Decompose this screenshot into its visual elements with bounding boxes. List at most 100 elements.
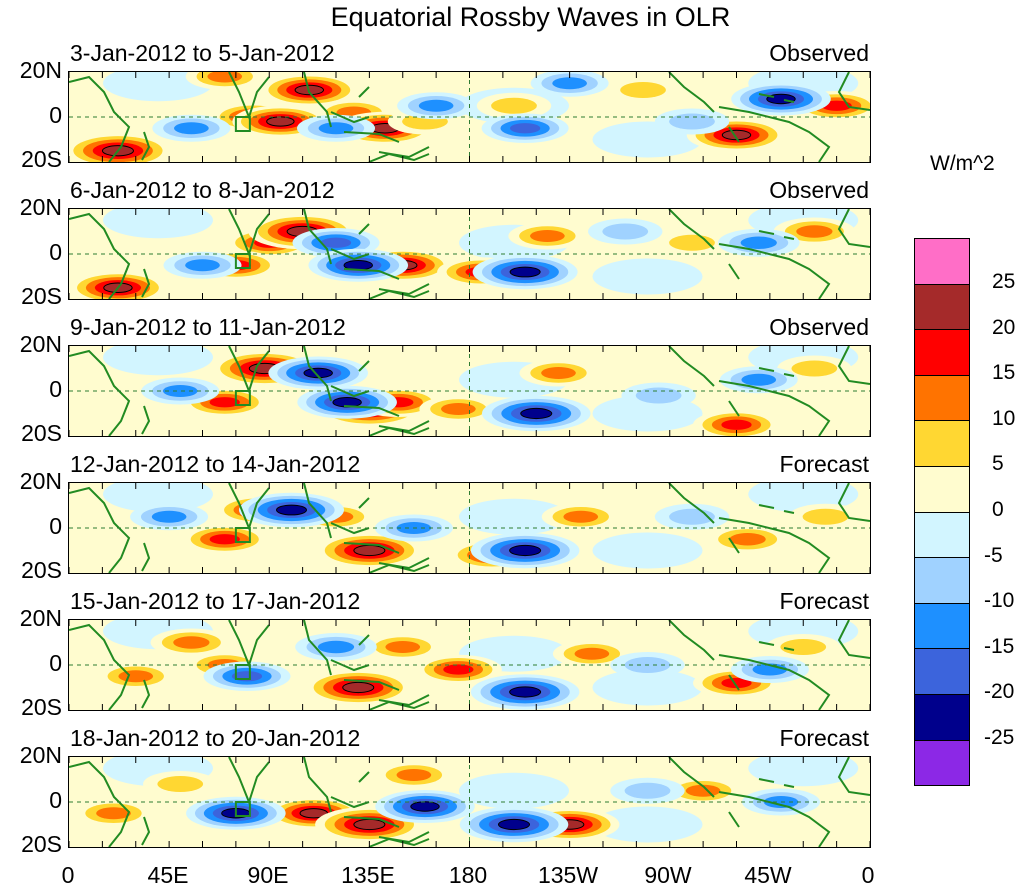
longitude-tick-label: 45W — [744, 862, 792, 888]
anomaly-contour — [497, 818, 531, 831]
legend-tick-label: 10 — [992, 406, 1016, 430]
anomaly-contour — [418, 99, 454, 112]
reference-box — [234, 801, 251, 817]
latitude-tick-label: 20N — [19, 468, 62, 494]
anomaly-blob — [419, 395, 498, 423]
anomaly-contour — [509, 544, 542, 557]
coastline — [758, 230, 795, 240]
map-panel: 18-Jan-2012 to 20-Jan-2012 Forecast — [68, 725, 871, 848]
anomaly-contour — [266, 116, 295, 127]
background-anomaly — [459, 772, 569, 809]
olr-map — [68, 482, 871, 574]
reference-box — [234, 390, 251, 406]
coastline — [69, 349, 151, 436]
anomaly-blob — [605, 77, 681, 103]
map-panel: 6-Jan-2012 to 8-Jan-2012 Observed — [68, 177, 871, 300]
anomaly-blob — [519, 359, 598, 387]
anomaly-blob — [130, 503, 209, 531]
anomaly-contour — [635, 387, 682, 404]
chart-title: Equatorial Rossby Waves in OLR — [330, 2, 731, 32]
legend-tick-label: 5 — [992, 452, 1004, 476]
anomaly-contour — [721, 419, 752, 430]
legend-tick-label: -20 — [984, 680, 1015, 704]
coastline — [303, 483, 430, 570]
legend-color-box — [914, 420, 970, 467]
anomaly-contour — [741, 373, 777, 386]
legend-color-box — [914, 739, 970, 787]
legend-units: W/m^2 — [930, 152, 995, 175]
anomaly-contour — [174, 122, 209, 135]
anomaly-contour — [353, 544, 386, 557]
map-panel: 15-Jan-2012 to 17-Jan-2012 Forecast — [68, 588, 871, 711]
latitude-tick-label: 20N — [19, 194, 62, 220]
latitude-tick-label: 20S — [21, 831, 62, 857]
longitude-tick-label: 0 — [861, 862, 875, 888]
coastline — [368, 289, 430, 299]
anomaly-blob — [308, 248, 409, 282]
anomaly-contour — [353, 818, 386, 831]
latitude-tick-label: 20S — [21, 694, 62, 720]
coastline — [758, 93, 795, 103]
anomaly-blob — [185, 72, 264, 90]
anomaly-contour — [509, 266, 541, 278]
latitude-tick-label: 20S — [21, 557, 62, 583]
longitude-tick-label: 135W — [537, 862, 599, 888]
olr-heatmap-svg — [69, 346, 870, 436]
anomaly-blob — [315, 532, 424, 569]
coastline — [668, 72, 831, 162]
anomaly-contour — [620, 82, 666, 98]
anomaly-blob — [74, 799, 153, 827]
background-anomaly — [103, 346, 213, 376]
anomaly-blob — [268, 356, 368, 390]
anomaly-blob — [459, 806, 569, 843]
legend-tick-label: -5 — [984, 543, 1003, 567]
coastline — [758, 778, 795, 788]
anomaly-contour — [552, 77, 587, 90]
latitude-tick-label: 20S — [21, 420, 62, 446]
anomaly-blob — [481, 113, 569, 143]
coastline — [668, 757, 831, 847]
anomaly-blob — [181, 524, 269, 554]
coastline — [303, 72, 430, 159]
latitude-tick-label: 0 — [49, 650, 62, 676]
latitude-tick-label: 20N — [19, 57, 62, 83]
anomaly-contour — [624, 782, 671, 799]
anomaly-blob — [621, 382, 696, 409]
anomaly-blob — [588, 218, 663, 245]
coastline — [837, 72, 870, 111]
background-anomaly — [459, 498, 569, 535]
panel-date-range: 6-Jan-2012 to 8-Jan-2012 — [70, 177, 335, 203]
legend-tick-label: 0 — [992, 498, 1004, 521]
anomaly-contour — [209, 397, 240, 408]
legend-color-box — [914, 238, 970, 285]
olr-map — [68, 71, 871, 163]
longitude-tick-label: 180 — [448, 862, 488, 888]
anomaly-contour — [96, 807, 131, 820]
anomaly-blob — [717, 228, 800, 257]
anomaly-contour — [443, 664, 474, 675]
anomaly-blob — [470, 532, 580, 569]
anomaly-contour — [342, 681, 375, 694]
coastline — [69, 486, 151, 573]
anomaly-blob — [508, 222, 587, 250]
coastline — [368, 563, 430, 573]
anomaly-contour — [791, 360, 838, 377]
anomaly-blob — [150, 628, 233, 657]
anomaly-contour — [530, 230, 565, 242]
coastline — [69, 623, 151, 710]
longitude-tick-label: 135E — [341, 862, 395, 888]
map-panel: 9-Jan-2012 to 11-Jan-2012 Observed — [68, 314, 871, 437]
coastline — [368, 837, 430, 847]
legend-color-box — [914, 329, 970, 376]
legend-color-box — [914, 374, 970, 422]
anomaly-contour — [509, 123, 541, 134]
coastline — [69, 75, 151, 162]
olr-heatmap-svg — [69, 72, 870, 162]
anomaly-contour — [802, 508, 849, 525]
anomaly-blob — [152, 114, 231, 142]
anomaly-blob — [530, 72, 609, 97]
longitude-tick-label: 45E — [147, 862, 189, 888]
anomaly-contour — [385, 641, 421, 653]
anomaly-contour — [669, 113, 715, 130]
panel-date-range: 12-Jan-2012 to 14-Jan-2012 — [70, 451, 361, 477]
